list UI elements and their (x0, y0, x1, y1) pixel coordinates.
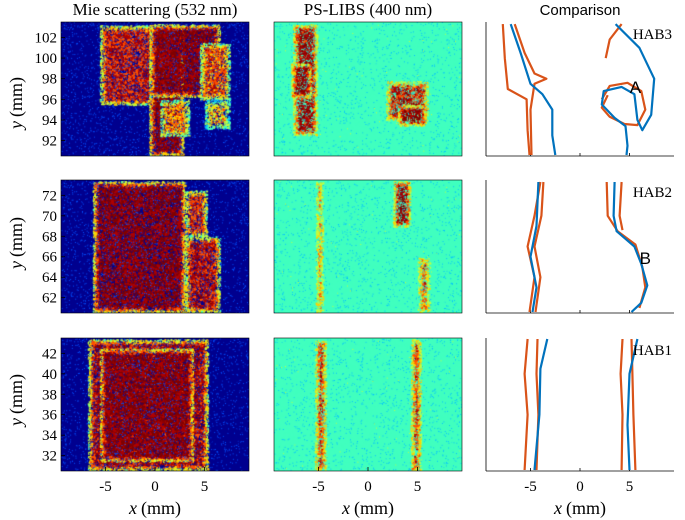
y-axis-label-unit: (mm) (6, 374, 27, 414)
x-tick-label: 5 (626, 479, 634, 495)
x-axis-label-unit: (mm) (566, 498, 606, 519)
y-tick-label: 68 (42, 229, 57, 245)
svg-text:y(mm): y (mm) (6, 77, 27, 131)
mie-panel-hab1: 32 34 36 38 40 42 -5 0 5 (42, 337, 250, 495)
libs-contour (604, 23, 623, 59)
libs-panel-hab1: -5 0 5 (273, 337, 463, 495)
comparison-panel-hab3: HAB3 A (485, 22, 674, 157)
y-tick-label: 102 (35, 30, 58, 46)
libs-contour (600, 81, 647, 127)
x-axis-label-var: x (128, 498, 137, 518)
annotation-a: A (630, 78, 642, 97)
mie-contour (626, 338, 639, 471)
mie-heatmap-hab3 (61, 22, 249, 156)
comparison-panel-hab1: -5 0 5 HAB1 (485, 338, 674, 495)
x-tick-label: 5 (414, 479, 422, 495)
libs-heatmap-hab2 (274, 180, 462, 313)
panel-frame (60, 21, 250, 157)
y-tick-label: 38 (42, 387, 57, 403)
row-label-hab3: HAB3 (633, 27, 672, 43)
libs-heatmap-hab1 (274, 338, 462, 471)
x-tick-label: -5 (524, 479, 537, 495)
column-title-comparison: Comparison (540, 2, 621, 19)
x-tick-label: -5 (312, 479, 325, 495)
libs-contour (513, 23, 548, 156)
x-tick-label: -5 (99, 479, 112, 495)
svg-text:y(mm): y (mm) (6, 217, 27, 271)
y-tick-label: 40 (42, 367, 57, 383)
x-tick-label: 0 (364, 479, 372, 495)
x-axis-label-var: x (341, 498, 350, 518)
libs-heatmap-hab3 (274, 22, 462, 156)
x-axis-label-mie: x (mm) (128, 498, 181, 519)
x-axis-label-unit: (mm) (141, 498, 181, 519)
mie-contour (509, 23, 557, 156)
y-axis-label-unit: (mm) (6, 217, 27, 257)
y-tick-label: 62 (42, 291, 57, 307)
y-axis-label-row-3: y (mm) (6, 374, 27, 428)
libs-contour (501, 24, 531, 156)
y-tick-label: 66 (42, 250, 58, 266)
x-axis-label-libs: x (mm) (341, 498, 394, 519)
y-tick-label: 72 (42, 188, 57, 204)
y-tick-label: 70 (42, 209, 57, 225)
y-tick-label: 36 (42, 408, 58, 424)
y-tick-label: 98 (42, 72, 57, 88)
libs-panel-hab3 (273, 21, 463, 157)
x-tick-label: 5 (201, 479, 209, 495)
libs-contour (533, 181, 545, 313)
annotation-b: B (640, 249, 651, 268)
libs-contour (618, 181, 624, 231)
y-axis-label-unit: (mm) (6, 77, 27, 117)
libs-contour (619, 338, 624, 471)
y-tick-label: 94 (42, 113, 58, 129)
row-label-hab1: HAB1 (633, 343, 672, 359)
row-label-hab2: HAB2 (633, 185, 672, 201)
column-title-mie: Mie scattering (532 nm) (73, 0, 238, 19)
x-tick-label: 0 (151, 479, 159, 495)
y-axis-label-var: y (6, 261, 26, 271)
mie-contour (529, 181, 540, 313)
libs-panel-hab2 (273, 179, 463, 314)
mie-contour (533, 338, 549, 471)
panel-frame (273, 21, 463, 157)
mie-panel-hab2: 62 64 66 68 70 72 (42, 179, 250, 314)
panel-frame (60, 179, 250, 314)
mie-contour (612, 181, 649, 313)
y-tick-label: 64 (42, 270, 58, 286)
panel-frame (273, 179, 463, 314)
mie-heatmap-hab2 (61, 180, 249, 313)
panels: 92 94 96 98 100 102 HAB3 A 62 64 66 68 70 72 HAB2 B 32 34… (35, 21, 674, 495)
y-tick-label: 32 (42, 449, 57, 465)
y-axis-label-var: y (6, 121, 26, 131)
y-tick-label: 42 (42, 346, 57, 362)
x-axis-label-comparison: x (mm) (553, 498, 606, 519)
y-tick-label: 92 (42, 134, 57, 150)
x-axis-label-var: x (553, 498, 562, 518)
x-axis-label-unit: (mm) (354, 498, 394, 519)
libs-contour (605, 181, 647, 309)
mie-panel-hab3: 92 94 96 98 100 102 (35, 21, 250, 157)
svg-text:y(mm): y (mm) (6, 374, 27, 428)
mie-contour (600, 23, 656, 156)
y-axis-label-row-2: y (mm) (6, 217, 27, 271)
x-tick-label: 0 (576, 479, 584, 495)
libs-contour (523, 338, 529, 471)
mie-heatmap-hab1 (61, 338, 249, 471)
y-axis-label-var: y (6, 418, 26, 428)
comparison-panel-hab2: HAB2 B (485, 180, 674, 314)
column-title-libs: PS-LIBS (400 nm) (304, 0, 432, 19)
libs-contour (630, 338, 637, 471)
y-tick-label: 34 (42, 428, 58, 444)
y-axis-label-row-1: y (mm) (6, 77, 27, 131)
y-tick-label: 100 (35, 51, 58, 67)
y-tick-label: 96 (42, 92, 58, 108)
